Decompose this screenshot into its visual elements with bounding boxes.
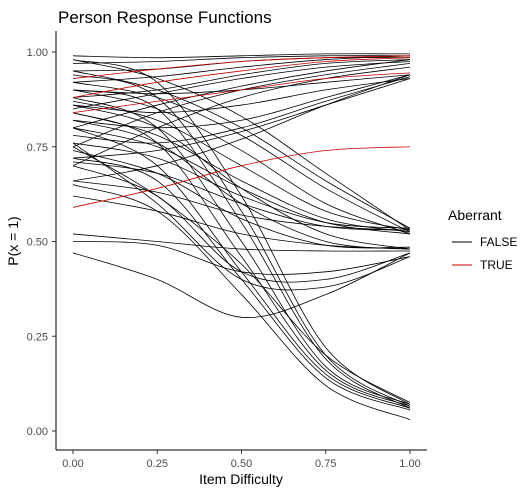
response-curve [72, 89, 411, 235]
legend: Aberrant FALSE TRUE [448, 207, 517, 272]
curves-layer [72, 53, 411, 421]
response-curve [72, 97, 411, 405]
response-curve [72, 66, 411, 167]
response-curve [72, 61, 411, 110]
response-curve [72, 70, 411, 229]
response-curve [72, 81, 411, 233]
x-tick-label: 0.50 [231, 458, 252, 470]
response-curve [72, 180, 411, 231]
y-tick-label: 0.00 [27, 426, 48, 438]
y-ticks: 0.00 0.25 0.50 0.75 1.00 [27, 47, 56, 438]
legend-label-false: FALSE [480, 235, 517, 249]
response-curve [72, 78, 411, 159]
x-tick-label: 1.00 [399, 458, 420, 470]
response-curve [72, 127, 411, 409]
response-curve-aberrant [72, 72, 411, 114]
response-curve [72, 112, 411, 407]
response-curve-aberrant [72, 146, 411, 208]
response-curve [72, 157, 411, 411]
response-curve [72, 59, 411, 405]
response-curve-aberrant [72, 57, 411, 98]
x-ticks: 0.00 0.25 0.50 0.75 1.00 [62, 450, 421, 470]
y-tick-label: 0.50 [27, 237, 48, 249]
y-axis-title: P(x = 1) [5, 216, 21, 265]
response-curve [72, 74, 411, 407]
chart-title: Person Response Functions [58, 8, 272, 27]
y-tick-label: 0.75 [27, 142, 48, 154]
response-curve [72, 104, 411, 250]
y-tick-label: 0.25 [27, 331, 48, 343]
response-curve [72, 142, 411, 229]
x-tick-label: 0.00 [62, 458, 83, 470]
response-curve [72, 78, 411, 114]
legend-label-true: TRUE [480, 258, 513, 272]
response-curve [72, 146, 411, 403]
response-curve [72, 252, 411, 318]
response-curve-aberrant [72, 55, 411, 79]
response-curve [72, 119, 411, 250]
response-curve [72, 53, 411, 59]
response-curve [72, 233, 411, 252]
response-curve [72, 195, 411, 250]
response-curve [72, 55, 411, 83]
x-tick-label: 0.25 [147, 458, 168, 470]
response-curve [72, 74, 411, 95]
response-curve [72, 150, 411, 249]
response-curve [72, 55, 411, 64]
x-axis-title: Item Difficulty [199, 471, 283, 487]
response-curve [72, 184, 411, 421]
y-tick-label: 1.00 [27, 47, 48, 59]
x-tick-label: 0.75 [315, 458, 336, 470]
response-curve [72, 89, 411, 409]
response-curve [72, 74, 411, 182]
response-curve [72, 74, 411, 129]
legend-title: Aberrant [448, 207, 502, 223]
response-curve [72, 112, 411, 233]
